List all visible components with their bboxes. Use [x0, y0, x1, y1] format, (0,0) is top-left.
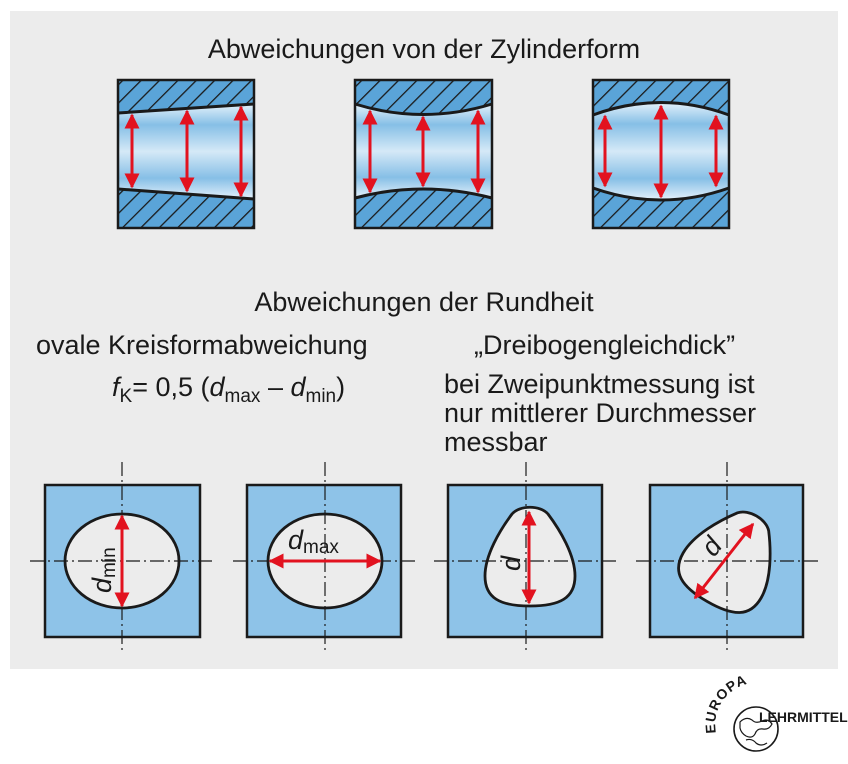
formula-f: f: [112, 372, 120, 402]
oval-deviation-label: ovale Kreisformabweichung: [36, 330, 368, 360]
oval-dmax-diagram: dmax: [233, 462, 416, 650]
formula-d2: d: [290, 372, 306, 402]
dmin-label: dmin: [87, 547, 120, 593]
dreibogen-label: „Dreibogengleichdick”: [474, 330, 736, 360]
convex-bore-diagram: [591, 78, 731, 230]
formula-d2-sub: min: [305, 386, 337, 407]
formula-close: ): [336, 372, 346, 402]
dmax-label: dmax: [288, 525, 339, 558]
logo-bottom-text: LEHRMITTEL: [759, 709, 848, 725]
concave-bore-diagram: [353, 78, 494, 230]
formula-d1: d: [209, 372, 225, 402]
formula-mid: = 0,5 (: [132, 372, 210, 402]
reuleaux-vertical-diagram: d: [434, 462, 617, 650]
reuleaux-rotated-arrow: [693, 522, 755, 600]
oval-formula: fK= 0,5 (dmax – dmin): [112, 372, 345, 412]
formula-minus: –: [260, 372, 291, 402]
globe-icon: [733, 706, 779, 752]
cylinder-form-title: Abweichungen von der Zylinderform: [207, 34, 641, 64]
dreibogen-description: bei Zweipunktmessung ist nur mittlerer D…: [444, 369, 757, 457]
conical-bore-diagram: [116, 78, 256, 230]
roundness-title: Abweichungen der Rundheit: [254, 287, 594, 317]
reuleaux-vertical-d-label: d: [496, 555, 526, 571]
reuleaux-rotated-diagram: d: [636, 462, 818, 650]
formula-f-sub: K: [119, 386, 133, 407]
formula-d1-sub: max: [224, 386, 261, 407]
europa-lehrmittel-logo: EUROPA LEHRMITTEL: [702, 671, 848, 752]
oval-dmin-diagram: dmin: [30, 462, 214, 650]
